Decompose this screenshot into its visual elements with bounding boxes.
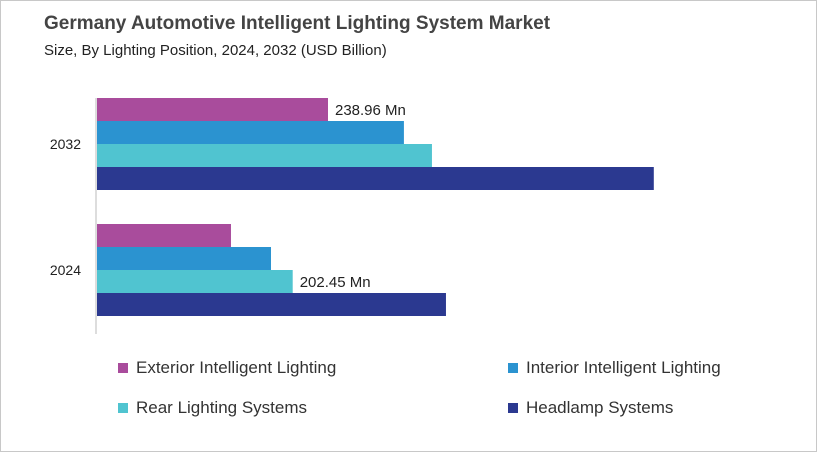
data-label: 202.45 Mn [300,274,371,291]
legend-item: Rear Lighting Systems [118,398,307,418]
legend-swatch [118,403,128,413]
legend-label: Exterior Intelligent Lighting [136,358,337,377]
legend-item: Interior Intelligent Lighting [508,358,721,378]
chart-title: Germany Automotive Intelligent Lighting … [44,13,551,34]
legend-label: Interior Intelligent Lighting [526,358,721,377]
legend-label: Headlamp Systems [526,398,674,417]
chart-subtitle: Size, By Lighting Position, 2024, 2032 (… [44,42,387,59]
data-label: 238.96 Mn [335,102,406,119]
bar-2032-0 [97,98,328,121]
legend-label: Rear Lighting Systems [136,398,308,417]
bar-2024-2 [97,270,293,293]
bar-2032-3 [97,167,654,190]
legend-swatch [508,403,518,413]
legend-item: Exterior Intelligent Lighting [118,358,336,378]
bar-2024-0 [97,224,231,247]
legend-item: Headlamp Systems [508,398,673,418]
bar-2024-3 [97,293,446,316]
y-tick-label: 2024 [50,262,81,278]
legend-swatch [118,363,128,373]
bar-2032-2 [97,144,432,167]
bar-2024-1 [97,247,271,270]
legend-swatch [508,363,518,373]
bar-2032-1 [97,121,404,144]
y-tick-label: 2032 [50,136,81,152]
